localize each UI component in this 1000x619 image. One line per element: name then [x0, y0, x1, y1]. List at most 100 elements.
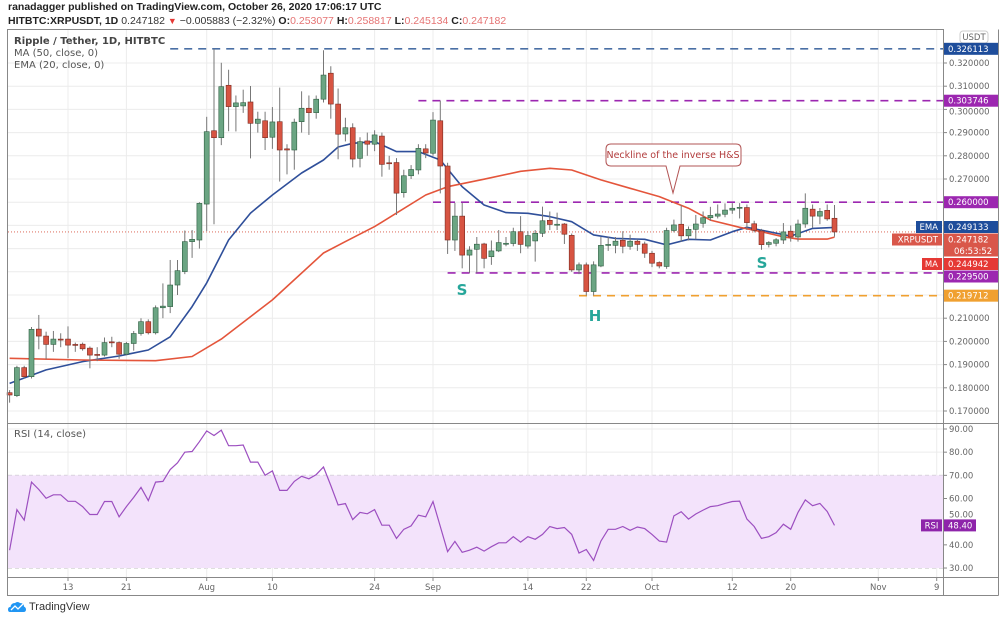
candle-down [87, 346, 93, 369]
candle-body [28, 329, 35, 377]
candle-up [495, 230, 502, 253]
candle-up [576, 262, 582, 275]
candle-body [43, 335, 49, 345]
candle-body [729, 207, 736, 211]
candle-body [722, 209, 728, 215]
resistance-badge [944, 94, 998, 107]
candle-body [21, 367, 28, 377]
candle-body [568, 235, 575, 271]
legend-rsi[interactable]: RSI (14, close) [14, 429, 86, 440]
candle-down [35, 314, 42, 350]
rsi-axis[interactable]: 30.00 40.00 50.00 60.00 70.00 80.00 90.00 [943, 425, 973, 574]
candle-down [306, 95, 312, 135]
candle-up [167, 259, 173, 314]
candle-down [393, 158, 400, 215]
candle-body [408, 169, 414, 177]
candle-body [306, 107, 312, 113]
candle-down [481, 242, 487, 269]
candle-up [707, 206, 714, 221]
right-shoulder-label[interactable]: S [757, 254, 768, 272]
neckline-callout[interactable]: Neckline of the inverse H&S [605, 143, 742, 195]
rsi-badge [944, 519, 976, 532]
callout-text: Neckline of the inverse H&S [606, 150, 739, 161]
candle-up [101, 337, 108, 357]
candle-down [364, 132, 371, 156]
candle-up [452, 202, 458, 251]
currency-badge[interactable]: USDT [959, 30, 989, 44]
candle-up [539, 206, 546, 237]
candle-body [174, 270, 181, 286]
candle-down [116, 341, 122, 359]
head-label[interactable]: H [589, 307, 602, 325]
candle-up [14, 365, 20, 398]
resistance-badge-value: 0.303746 [948, 97, 989, 107]
candle-down [262, 111, 268, 150]
candle-body [138, 321, 144, 334]
candle-up [773, 238, 779, 247]
legend-ema[interactable]: EMA (20, close, 0) [14, 60, 104, 71]
candle-down [109, 336, 115, 348]
candle-up [189, 230, 195, 258]
candle-down [247, 85, 254, 159]
horizontal-lines[interactable] [8, 48, 943, 297]
candle-body [444, 165, 451, 241]
candle-up [130, 330, 137, 351]
candle-body [50, 338, 57, 345]
ma-badge [944, 258, 998, 270]
candle-body [598, 245, 604, 267]
rsi-tick-label: 30.00 [949, 564, 973, 574]
candle-body [495, 242, 502, 252]
candle-body [203, 131, 210, 205]
candle-body [817, 211, 823, 217]
candle-body [415, 148, 422, 171]
candle-body [160, 305, 166, 309]
candle-body [634, 240, 641, 245]
tradingview-logo[interactable]: TradingView [8, 601, 90, 613]
candle-up [320, 50, 327, 103]
candle-body [189, 239, 195, 242]
candle-down [751, 220, 758, 233]
candle-down [459, 202, 466, 269]
high-badge-value: 0.326113 [948, 45, 989, 55]
candle-body [196, 203, 203, 241]
candle-body [663, 230, 670, 267]
time-tick-label: 22 [581, 583, 592, 593]
low-badge-value: 0.219712 [948, 292, 989, 302]
candle-down [787, 225, 794, 242]
rsi-tick-label: 90.00 [949, 425, 973, 435]
candle-down [641, 241, 648, 258]
time-tick-label: 21 [121, 583, 132, 593]
candle-down [422, 144, 429, 159]
candle-up [174, 259, 181, 295]
neckline-badge [944, 196, 998, 209]
candle-body [79, 343, 86, 350]
rsi-tick-label: 40.00 [949, 541, 973, 551]
candle-down [72, 342, 79, 352]
candle-body [167, 284, 173, 307]
candle-body [751, 223, 758, 231]
candle-up [590, 261, 597, 296]
candle-down [145, 319, 152, 335]
price-axis[interactable]: 0.170000 0.180000 0.190000 0.200000 0.210000… [943, 59, 990, 417]
candle-down [379, 132, 385, 177]
time-tick-label: Sep [425, 583, 441, 593]
candle-down [79, 342, 86, 351]
candle-body [225, 84, 232, 107]
left-shoulder-label[interactable]: S [457, 281, 468, 299]
candle-body [656, 262, 663, 267]
legend-ma[interactable]: MA (50, close, 0) [14, 48, 98, 59]
ema-badge [944, 221, 998, 233]
candle-up [415, 144, 422, 175]
close-label: C: [451, 15, 463, 27]
currency-label: USDT [962, 33, 986, 43]
support-badge [944, 270, 998, 283]
candle-down [583, 262, 590, 296]
time-axis[interactable]: 13 21 Aug 10 24 Sep 14 22 Oct 12 20 Nov 9 [63, 577, 940, 593]
candle-body [765, 242, 772, 245]
symbol-info: HITBTC:XRPUSDT, 1D 0.247182 ▼ −0.005883 … [8, 15, 506, 27]
candle-up [525, 231, 531, 249]
price-tick-label: 0.310000 [949, 82, 990, 92]
candle-body [269, 121, 276, 138]
close-value: 0.247182 [462, 15, 507, 27]
